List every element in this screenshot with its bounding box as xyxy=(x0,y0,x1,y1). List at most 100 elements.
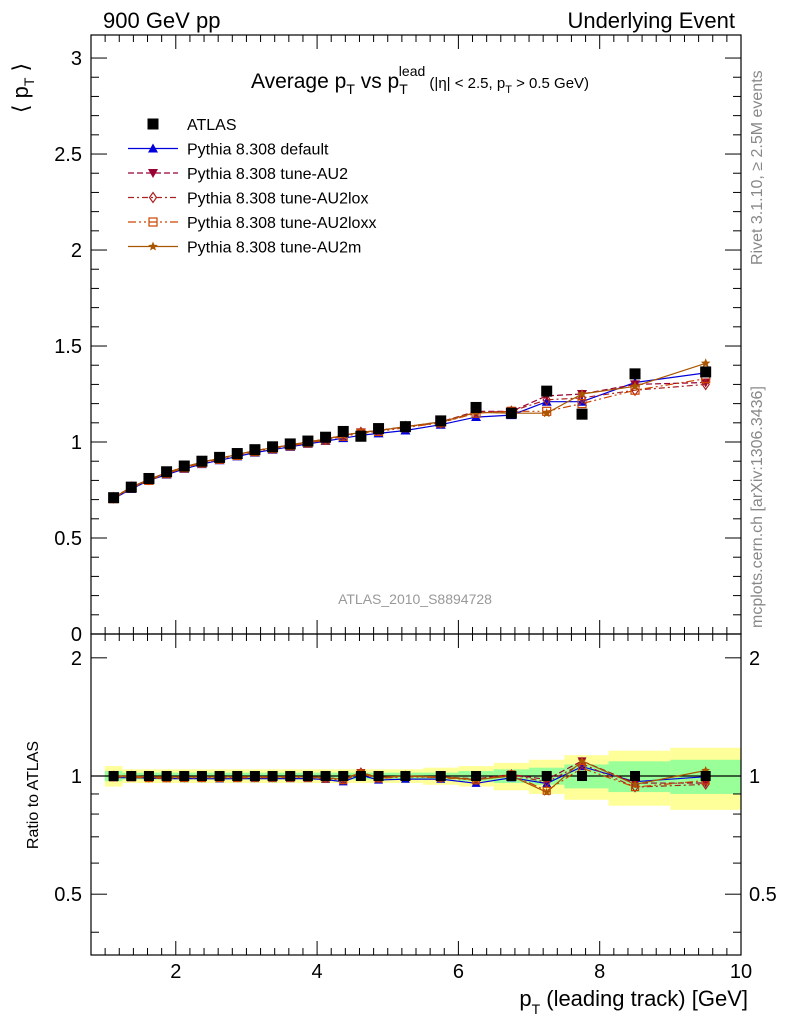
marker-square xyxy=(108,492,120,504)
legend-label: Pythia 8.308 tune-AU2m xyxy=(187,240,361,257)
marker-square xyxy=(249,444,261,456)
marker-square xyxy=(400,771,411,782)
marker-triangle-up xyxy=(541,396,552,406)
series-main-4 xyxy=(109,374,711,504)
marker-square xyxy=(179,771,190,782)
marker-square xyxy=(147,118,159,130)
legend-entry-0: ATLAS xyxy=(147,117,237,134)
marker-square xyxy=(320,431,332,443)
ylabel-main-text: ⟨ p xyxy=(8,86,33,113)
marker-square xyxy=(373,771,384,782)
marker-star xyxy=(700,358,711,368)
legend-entry-5: Pythia 8.308 tune-AU2m xyxy=(128,240,361,257)
marker-square xyxy=(435,771,446,782)
marker-square xyxy=(285,771,296,782)
marker-diamond-open xyxy=(542,393,551,406)
marker-square xyxy=(355,430,367,442)
marker-square xyxy=(471,771,482,782)
series-main-0 xyxy=(108,366,712,504)
y-tick-label-main: 2.5 xyxy=(54,144,82,166)
title-vs-sub: T xyxy=(399,81,408,97)
marker-square xyxy=(700,771,711,782)
y-axis-label-main: ⟨ pT ⟩ xyxy=(8,63,37,113)
ylabel-main-close: ⟩ xyxy=(8,63,33,78)
marker-square xyxy=(196,455,208,467)
marker-square xyxy=(267,771,278,782)
y-axis-label-ratio: Ratio to ATLAS xyxy=(25,741,42,849)
axes: 2 4 6 8 10 0 0.5 1 1.5 2 2.5 3 0.5 0.5 1 1 2 2 xyxy=(54,34,777,983)
marker-square-open xyxy=(148,217,158,227)
y-tick-label-main: 2 xyxy=(71,240,82,262)
marker-diamond-open xyxy=(701,778,710,790)
marker-square xyxy=(337,425,349,437)
x-tick-label: 6 xyxy=(453,961,464,983)
marker-star xyxy=(577,389,587,399)
marker-square xyxy=(302,771,313,782)
marker-square xyxy=(577,771,588,782)
y-tick-label-ratio-right: 0.5 xyxy=(749,884,777,906)
marker-square xyxy=(576,408,588,420)
marker-square xyxy=(214,451,226,463)
marker-star xyxy=(630,381,640,391)
x-tick-label: 2 xyxy=(170,961,181,983)
series-line xyxy=(113,381,706,499)
legend-label: Pythia 8.308 tune-AU2 xyxy=(187,166,348,183)
title-main: Average p xyxy=(251,70,346,93)
marker-square xyxy=(630,771,641,782)
series-line xyxy=(113,378,706,500)
series-main-3 xyxy=(109,378,710,504)
plot-title: Average pT vs pTlead (|η| < 2.5, pT > 0.… xyxy=(251,63,589,97)
marker-square xyxy=(108,771,119,782)
marker-square xyxy=(143,771,154,782)
marker-square xyxy=(700,366,712,378)
marker-star xyxy=(542,408,552,418)
title-cuts-b: > 0.5 GeV) xyxy=(512,75,589,92)
y-tick-label-main: 0.5 xyxy=(54,528,82,550)
xlabel-text: p xyxy=(519,986,531,1011)
legend-entry-3: Pythia 8.308 tune-AU2lox xyxy=(128,191,368,208)
y-tick-label-main: 1.5 xyxy=(54,336,82,358)
x-tick-label: 8 xyxy=(594,961,605,983)
marker-star xyxy=(630,779,640,788)
marker-square xyxy=(355,771,366,782)
marker-diamond-open xyxy=(148,191,158,204)
title-cuts-a: (|η| < 2.5, p xyxy=(425,75,505,92)
y-tick-label-main: 3 xyxy=(71,48,82,70)
xlabel-rest: (leading track) [GeV] xyxy=(540,986,748,1011)
title-main-sub: T xyxy=(346,81,355,97)
analysis-watermark: ATLAS_2010_S8894728 xyxy=(338,591,492,607)
series-main-2 xyxy=(108,378,711,503)
marker-star xyxy=(148,241,158,251)
marker-square xyxy=(320,771,331,782)
legend-entry-1: Pythia 8.308 default xyxy=(128,142,329,159)
legend-label: ATLAS xyxy=(187,117,237,134)
marker-square xyxy=(284,438,296,450)
marker-square xyxy=(125,481,137,493)
marker-diamond-open xyxy=(631,781,639,793)
marker-square xyxy=(232,771,243,782)
series-line xyxy=(113,383,706,499)
x-axis-label: pT (leading track) [GeV] xyxy=(519,986,748,1017)
x-tick-label: 4 xyxy=(312,961,323,983)
ylabel-main-sub: T xyxy=(21,77,37,86)
legend-entry-2: Pythia 8.308 tune-AU2 xyxy=(128,166,348,183)
legend-entry-4: Pythia 8.308 tune-AU2loxx xyxy=(128,215,376,232)
main-panel-series xyxy=(108,358,712,504)
y-tick-label-ratio-right: 1 xyxy=(749,766,760,788)
legend-label: Pythia 8.308 default xyxy=(187,142,329,159)
xlabel-sub: T xyxy=(532,1001,541,1017)
marker-square xyxy=(196,771,207,782)
marker-square xyxy=(435,415,447,427)
legend-label: Pythia 8.308 tune-AU2loxx xyxy=(187,215,376,232)
marker-square xyxy=(506,771,517,782)
header-right: Underlying Event xyxy=(567,8,735,33)
marker-square xyxy=(161,466,173,478)
series-ratio-line xyxy=(113,763,706,788)
marker-square xyxy=(126,771,137,782)
marker-triangle-up xyxy=(577,762,587,771)
marker-square xyxy=(399,421,411,433)
marker-square xyxy=(267,441,279,453)
y-tick-label-main: 0 xyxy=(71,624,82,646)
marker-square xyxy=(373,423,385,435)
